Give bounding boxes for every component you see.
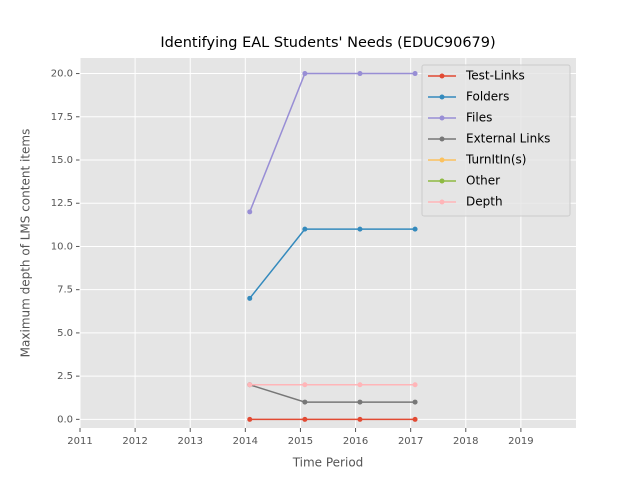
y-tick-label: 2.5	[57, 371, 73, 382]
data-point	[302, 382, 308, 388]
y-tick-label: 17.5	[51, 112, 73, 123]
legend-label: External Links	[466, 132, 550, 146]
data-point	[412, 382, 418, 388]
y-tick-label: 0.0	[57, 414, 73, 425]
data-point	[247, 295, 253, 301]
legend-label: Files	[466, 111, 492, 125]
legend-marker	[439, 199, 445, 205]
x-tick-label: 2017	[398, 436, 423, 447]
legend-label: Other	[466, 174, 500, 188]
y-tick-label: 20.0	[51, 69, 73, 80]
legend-label: Depth	[466, 195, 503, 209]
y-tick-label: 15.0	[51, 155, 73, 166]
x-tick-label: 2019	[508, 436, 533, 447]
data-point	[302, 399, 308, 405]
series-line	[249, 228, 416, 299]
legend-marker	[439, 94, 445, 100]
legend-marker	[439, 115, 445, 121]
y-tick-label: 10.0	[51, 241, 73, 252]
legend-label: Test-Links	[465, 69, 525, 83]
legend-marker	[439, 178, 445, 184]
data-point	[247, 416, 253, 422]
data-point	[302, 71, 308, 77]
x-tick-label: 2011	[67, 436, 92, 447]
data-point	[357, 416, 363, 422]
data-point	[247, 209, 253, 215]
series-line	[249, 72, 416, 213]
x-tick-label: 2014	[233, 436, 258, 447]
y-tick-label: 12.5	[51, 198, 73, 209]
x-tick-label: 2018	[453, 436, 478, 447]
x-axis-label: Time Period	[292, 456, 364, 470]
x-tick-label: 2013	[177, 436, 202, 447]
legend-box	[421, 64, 571, 217]
legend-marker	[439, 73, 445, 79]
data-point	[302, 416, 308, 422]
x-tick-label: 2012	[122, 436, 147, 447]
y-tick-label: 7.5	[57, 285, 73, 296]
x-tick-label: 2016	[343, 436, 368, 447]
data-point	[302, 226, 308, 232]
legend-label: Folders	[466, 90, 509, 104]
y-tick-label: 5.0	[57, 328, 73, 339]
legend-label: TurnItIn(s)	[465, 153, 526, 167]
data-point	[357, 71, 363, 77]
data-point	[357, 382, 363, 388]
data-point	[412, 226, 418, 232]
legend-marker	[439, 136, 445, 142]
chart-title: Identifying EAL Students' Needs (EDUC906…	[160, 35, 495, 51]
legend: Test-Links Folders Files External Links Turn…	[421, 64, 571, 217]
y-axis-label: Maximum depth of LMS content items	[19, 129, 33, 358]
data-point	[412, 416, 418, 422]
data-point	[412, 71, 418, 77]
data-point	[247, 382, 253, 388]
x-tick-label: 2015	[288, 436, 313, 447]
data-point	[357, 226, 363, 232]
series-line	[249, 384, 416, 403]
data-point	[357, 399, 363, 405]
data-point	[412, 399, 418, 405]
legend-marker	[439, 157, 445, 163]
